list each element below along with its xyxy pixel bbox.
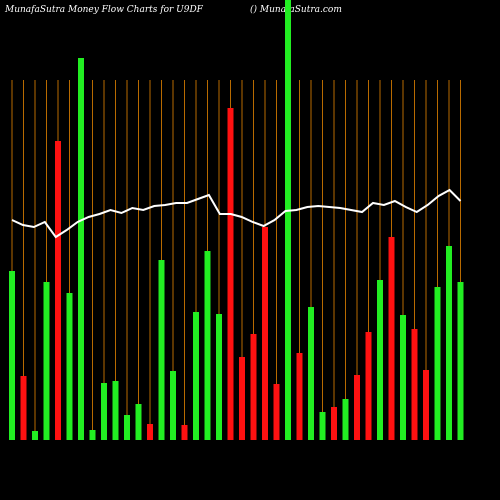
bar [239,357,245,440]
bar [158,260,165,440]
bar [124,415,130,440]
bar [20,376,27,440]
bar [296,353,303,440]
bar [78,58,84,440]
bar [411,329,418,440]
bar [181,425,188,440]
bar [227,108,234,440]
bar [204,251,211,440]
bar [446,246,452,440]
bar [262,227,268,440]
bar [32,431,38,440]
bar [377,280,383,440]
bar [365,332,372,440]
bar [101,383,107,440]
bar [273,384,280,440]
bar [135,404,142,440]
bar [285,0,291,440]
bar [250,334,257,440]
bar [170,371,176,440]
chart-title: MunafaSutra Money Flow Charts for U9DF [4,5,204,15]
bar [354,375,360,440]
bar [193,312,199,440]
bar [388,237,395,440]
bar [112,381,119,440]
bar [434,287,441,440]
bar [55,141,61,440]
bar [319,412,326,440]
bar [89,430,96,440]
bar [216,314,222,440]
bar [66,293,73,440]
bar [308,307,314,440]
bar [423,370,429,440]
bar [147,424,153,440]
flow-line [11,188,462,239]
bar [331,407,337,440]
site-label: () MunafaSutra.com [250,4,342,15]
bar [457,282,464,440]
bar [342,399,349,440]
bar [9,271,15,440]
bar [400,315,406,440]
bar [43,282,50,440]
